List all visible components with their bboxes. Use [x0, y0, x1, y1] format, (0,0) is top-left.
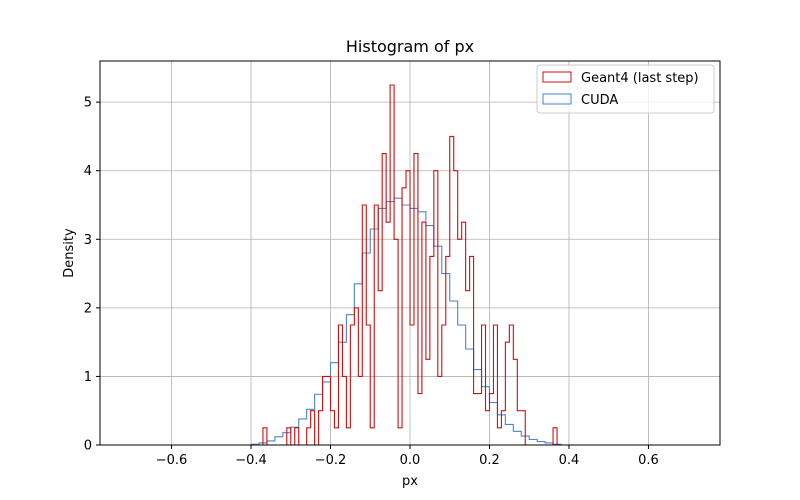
x-tick-label: −0.2	[315, 453, 347, 468]
legend: Geant4 (last step) CUDA	[536, 64, 715, 114]
chart-title: Histogram of px	[346, 37, 474, 56]
y-tick-label: 2	[84, 301, 92, 316]
y-tick-label: 3	[84, 233, 92, 248]
x-tick-label: 0.0	[400, 453, 421, 468]
x-tick-label: −0.6	[156, 453, 188, 468]
legend-swatch-geant4	[542, 71, 572, 83]
legend-label-cuda: CUDA	[581, 93, 618, 108]
y-axis-label: Density	[62, 228, 77, 278]
x-tick-label: −0.4	[235, 453, 267, 468]
y-tick-label: 1	[84, 370, 92, 385]
y-axis-ticks: 0 1 2 3 4 5	[84, 96, 100, 454]
legend-label-geant4: Geant4 (last step)	[581, 71, 699, 86]
x-tick-label: 0.2	[479, 453, 500, 468]
y-tick-label: 5	[84, 96, 92, 111]
y-tick-label: 0	[84, 439, 92, 454]
x-axis-label: px	[402, 474, 418, 489]
x-tick-label: 0.4	[559, 453, 580, 468]
y-tick-label: 4	[84, 164, 92, 179]
x-axis-ticks: −0.6 −0.4 −0.2 0.0 0.2 0.4 0.6	[156, 445, 659, 468]
legend-swatch-cuda	[542, 93, 572, 105]
x-tick-label: 0.6	[638, 453, 659, 468]
legend-box	[536, 64, 715, 114]
